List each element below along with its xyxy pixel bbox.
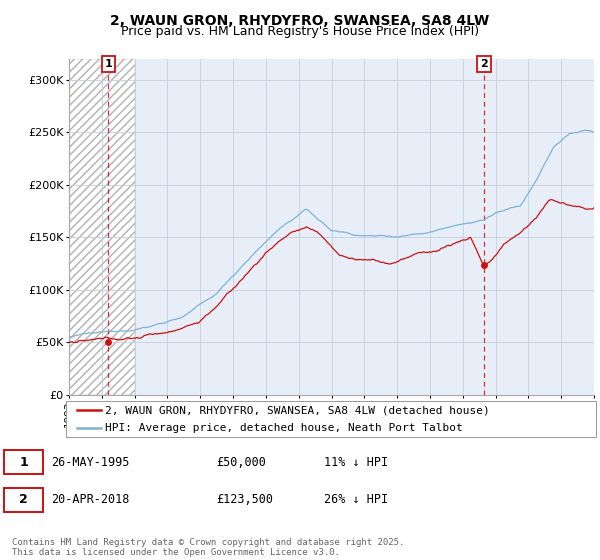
Text: Contains HM Land Registry data © Crown copyright and database right 2025.
This d: Contains HM Land Registry data © Crown c…	[12, 538, 404, 557]
Text: Price paid vs. HM Land Registry's House Price Index (HPI): Price paid vs. HM Land Registry's House …	[121, 25, 479, 38]
Text: £50,000: £50,000	[216, 455, 266, 469]
Text: £123,500: £123,500	[216, 493, 273, 506]
Text: 2: 2	[480, 59, 488, 69]
Text: HPI: Average price, detached house, Neath Port Talbot: HPI: Average price, detached house, Neat…	[105, 423, 463, 433]
Text: 1: 1	[19, 455, 28, 469]
Text: 2: 2	[19, 493, 28, 506]
FancyBboxPatch shape	[67, 401, 596, 437]
FancyBboxPatch shape	[4, 450, 43, 474]
Text: 2, WAUN GRON, RHYDYFRO, SWANSEA, SA8 4LW: 2, WAUN GRON, RHYDYFRO, SWANSEA, SA8 4LW	[110, 14, 490, 28]
Text: 20-APR-2018: 20-APR-2018	[51, 493, 130, 506]
Text: 1: 1	[104, 59, 112, 69]
FancyBboxPatch shape	[4, 488, 43, 512]
Text: 26% ↓ HPI: 26% ↓ HPI	[324, 493, 388, 506]
Text: 11% ↓ HPI: 11% ↓ HPI	[324, 455, 388, 469]
Text: 26-MAY-1995: 26-MAY-1995	[51, 455, 130, 469]
Text: 2, WAUN GRON, RHYDYFRO, SWANSEA, SA8 4LW (detached house): 2, WAUN GRON, RHYDYFRO, SWANSEA, SA8 4LW…	[105, 405, 490, 415]
Bar	[69, 59, 134, 395]
